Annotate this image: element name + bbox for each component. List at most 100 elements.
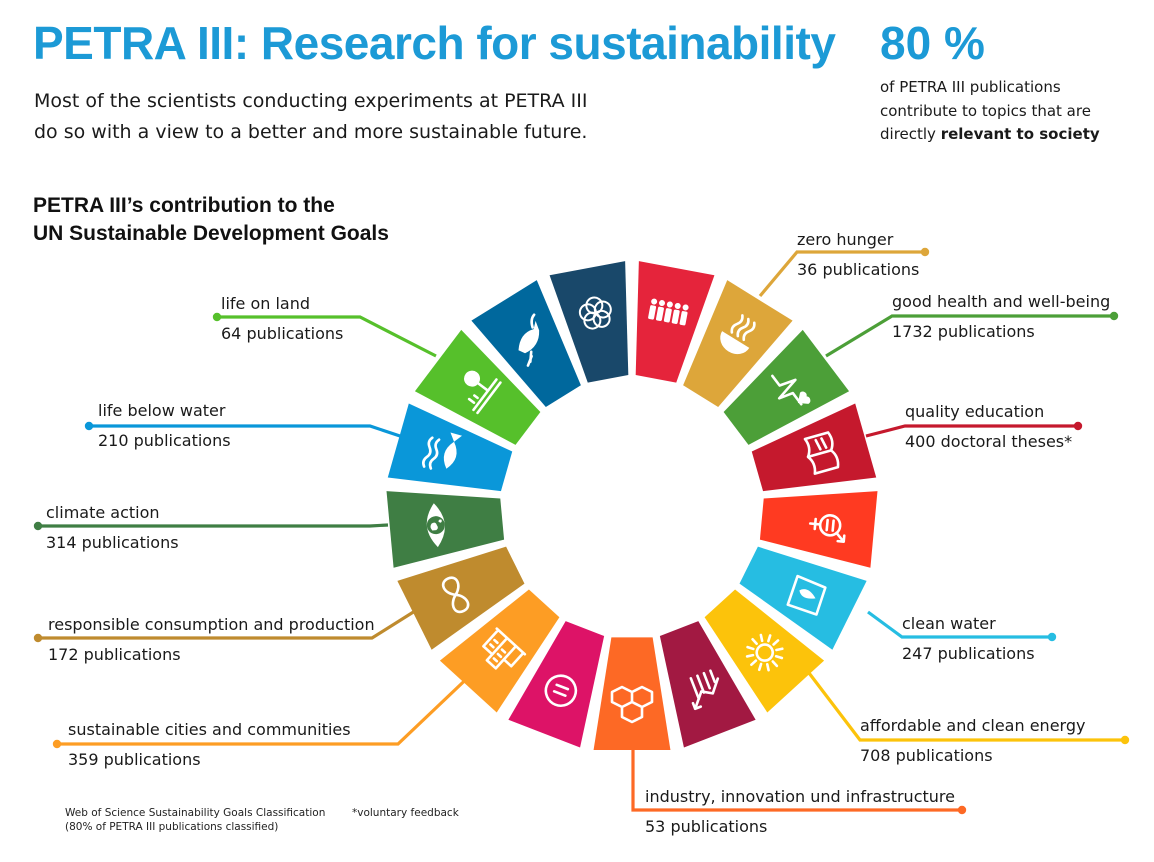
sdg-wheel [386,261,878,750]
goal-name: clean water [902,614,996,633]
section-heading: PETRA III’s contribution to the UN Susta… [33,192,493,248]
sdg-segment-5 [759,491,878,568]
footnote: *voluntary feedback [352,807,459,819]
leader-line-4 [865,424,1078,438]
sdg-segment-12 [397,546,525,650]
gender-icon [808,514,846,543]
goal-name: quality education [905,402,1045,421]
goal-count: 247 publications [902,644,1035,663]
fish-icon [422,432,463,470]
infinity-icon [441,576,470,614]
goal-name: life on land [221,294,311,313]
intro-line-2: do so with a view to a better and more s… [34,121,588,143]
goal-name: sustainable cities and communities [68,720,351,739]
leader-line-11 [57,666,480,746]
dove-icon [518,313,540,367]
goal-name: responsible consumption and production [48,615,375,634]
goal-count: 172 publications [48,645,181,664]
people-icon [648,298,689,326]
intro-line-1: Most of the scientists conducting experi… [34,90,588,112]
book-icon [803,431,840,475]
leader-line-13 [38,523,389,528]
stat-line-1: of PETRA III publications [880,78,1061,96]
city-icon [482,627,527,670]
goal-name: climate action [46,503,160,522]
goal-count: 708 publications [860,746,993,765]
goal-name: life below water [98,401,226,420]
bowl-icon [720,314,756,355]
goal-name: good health and well-being [892,292,1111,311]
leader-line-2 [758,250,925,298]
goal-count: 359 publications [68,750,201,769]
source-line-1: Web of Science Sustainability Goals Clas… [65,807,326,819]
leader-dot-11 [52,739,62,749]
leader-dot-12 [33,633,43,643]
sdg-segment-11 [439,589,560,713]
leader-line-7 [788,647,1125,742]
goal-count: 210 publications [98,431,231,450]
stat-line-3: directly relevant to society [880,123,1140,147]
leader-dot-9 [957,805,967,815]
goal-label-6: clean water 247 publications [902,609,1035,669]
leader-line-15 [217,315,437,358]
sdg-segment-4 [751,403,877,492]
stat-description: of PETRA III publications contribute to … [880,76,1140,147]
leader-dot-14 [84,421,94,431]
goal-label-4: quality education 400 doctoral theses* [905,397,1072,457]
heartbeat-icon [771,374,811,406]
leader-line-14 [89,424,401,438]
stat-percentage: 80 % [880,17,985,69]
leader-dot-4 [1073,421,1083,431]
equality-icon [544,674,578,707]
sdg-segment-3 [723,329,850,445]
goal-label-3: good health and well-being 1732 publicati… [892,287,1110,347]
leader-dot-6 [1047,632,1057,642]
goal-label-2: zero hunger 36 publications [797,225,919,285]
goal-label-12: responsible consumption and production 17… [48,610,375,670]
page-title: PETRA III: Research for sustainability [33,17,836,69]
tree-icon [464,370,502,415]
stat-line-3-prefix: directly [880,125,941,143]
rings-icon [578,296,612,330]
source-line-2: (80% of PETRA III publications classifie… [65,821,279,833]
leader-line-12 [38,609,416,640]
leader-dot-13 [33,521,43,531]
intro-text: Most of the scientists conducting experi… [34,86,634,148]
sun-icon [745,633,784,672]
sdg-segment-15 [414,329,541,445]
goal-count: 314 publications [46,533,179,552]
stat-line-3-emphasis: relevant to society [940,125,1100,143]
goal-label-9: industry, innovation und infrastructure 5… [645,782,955,842]
leader-dot-3 [1109,311,1119,321]
growth-chart-icon [689,669,720,711]
stat-line-2: contribute to topics that are [880,101,1091,120]
goal-count: 53 publications [645,817,768,836]
goal-label-11: sustainable cities and communities 359 pu… [68,715,351,775]
section-heading-line-2: UN Sustainable Development Goals [33,222,389,245]
water-drop-icon [786,574,827,616]
goal-label-13: climate action 314 publications [46,498,179,558]
earth-eye-icon [426,503,445,548]
section-heading-line-1: PETRA III’s contribution to the [33,194,335,217]
sdg-segment-6 [739,546,867,650]
source-note: Web of Science Sustainability Goals Clas… [65,806,325,834]
leader-lines [33,247,1130,815]
goal-count: 400 doctoral theses* [905,432,1073,451]
goal-label-14: life below water 210 publications [98,396,231,456]
sdg-segment-7 [704,589,825,713]
leader-dot-2 [920,247,930,257]
leader-line-9 [631,733,962,812]
goal-label-15: life on land 64 publications [221,289,343,349]
goal-count: 1732 publications [892,322,1035,341]
goal-label-7: affordable and clean energy 708 publicati… [860,711,1085,771]
leader-line-3 [825,314,1114,358]
goal-count: 36 publications [797,260,920,279]
goal-name: affordable and clean energy [860,716,1086,735]
leader-line-6 [867,610,1052,639]
goal-name: zero hunger [797,230,894,249]
goal-name: industry, innovation und infrastructure [645,787,955,806]
leader-dot-7 [1120,735,1130,745]
goal-count: 64 publications [221,324,344,343]
sdg-segment-13 [386,491,505,568]
